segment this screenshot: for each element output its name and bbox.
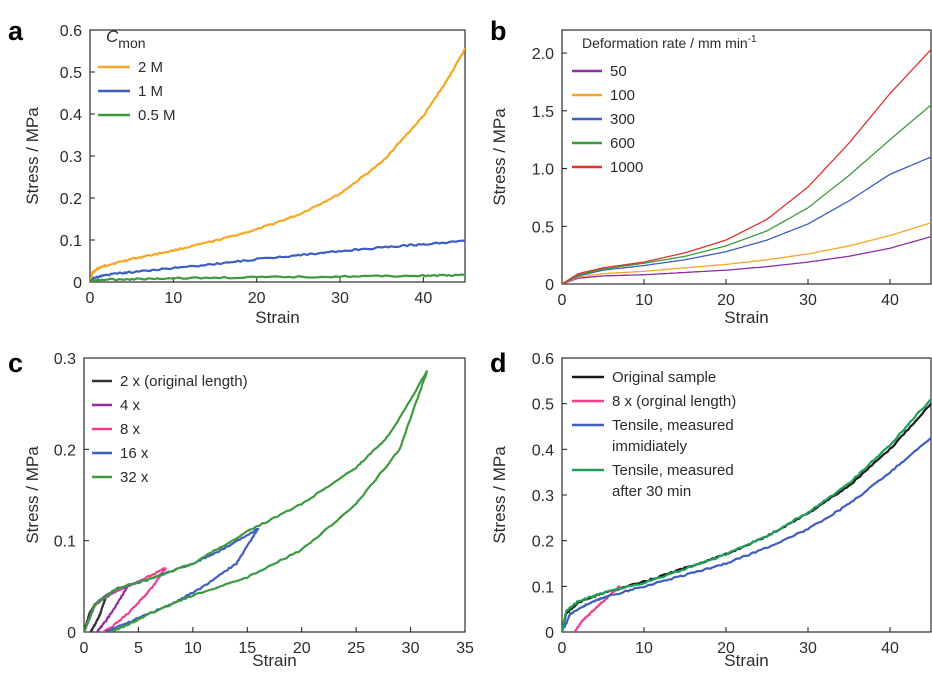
x-axis-label: Strain (252, 651, 296, 670)
x-axis-label: Strain (724, 651, 768, 670)
y-tick-label: 0.5 (60, 65, 82, 82)
y-tick-label: 1.5 (532, 104, 554, 121)
legend-entry: Tensile, measured (612, 462, 734, 479)
legend-entry: Original sample (612, 369, 716, 386)
y-tick-label: 0.4 (60, 107, 82, 124)
y-tick-label: 0.2 (54, 442, 76, 459)
legend-entry: after 30 min (612, 483, 691, 500)
legend-title: Cmon (106, 27, 146, 51)
y-tick-label: 0 (545, 277, 554, 294)
y-tick-label: 0.5 (532, 397, 554, 414)
x-tick-label: 30 (799, 640, 817, 657)
y-axis-label: Stress / MPa (23, 107, 42, 205)
panel-label-a: a (8, 16, 24, 46)
x-tick-label: 0 (558, 640, 567, 657)
legend-entry: 100 (610, 87, 635, 104)
y-tick-label: 0.2 (60, 191, 82, 208)
y-tick-label: 0 (67, 625, 76, 642)
y-tick-label: 0.3 (54, 351, 76, 368)
x-tick-label: 0 (86, 290, 95, 307)
series-line-tensile-measured-after-30-min (562, 398, 931, 632)
panel-c: 0 5 10 15 20 25 30 35 0 0.1 0.2 0.3 Strain Stress / M… (23, 351, 474, 670)
y-tick-label: 0.3 (532, 488, 554, 505)
x-tick-label: 0 (558, 292, 567, 309)
x-tick-label: 10 (184, 640, 202, 657)
legend-entry: 0.5 M (138, 107, 176, 124)
y-tick-label: 0.4 (532, 442, 554, 459)
legend-title: Deformation rate / mm min-1 (582, 34, 757, 51)
y-tick-label: 0.1 (60, 233, 82, 250)
legend-entry: 8 x (120, 421, 141, 438)
legend-entry: 4 x (120, 397, 141, 414)
panel-d: 0 10 20 30 40 0 0.1 0.2 0.3 0.4 0.5 0.6 Strain Stress… (490, 351, 932, 670)
x-tick-label: 10 (635, 292, 653, 309)
legend-title-sup: -1 (748, 34, 757, 45)
y-tick-label: 0.1 (54, 534, 76, 551)
legend-entry: 32 x (120, 469, 149, 486)
series-line-1-m (90, 239, 465, 282)
y-tick-label: 0.1 (532, 579, 554, 596)
y-tick-label: 2.0 (532, 46, 554, 63)
legend-entry: Tensile, measured (612, 417, 734, 434)
legend-entry: 2 x (original length) (120, 373, 248, 390)
series-line-1000 (562, 48, 931, 284)
x-tick-label: 35 (456, 640, 474, 657)
x-tick-label: 30 (331, 290, 349, 307)
x-tick-label: 15 (238, 640, 256, 657)
x-tick-label: 0 (80, 640, 89, 657)
series-line-300 (562, 156, 931, 284)
y-axis-label: Stress / MPa (23, 446, 42, 544)
y-axis-label: Stress / MPa (490, 446, 509, 544)
x-tick-label: 20 (717, 292, 735, 309)
x-tick-label: 10 (164, 290, 182, 307)
x-tick-label: 40 (881, 292, 899, 309)
series-line-100 (562, 222, 931, 284)
x-tick-label: 25 (347, 640, 365, 657)
series-line-600 (562, 104, 931, 284)
series-line-50 (562, 236, 931, 284)
y-axis-label: Stress / MPa (490, 108, 509, 206)
panel-a: 0 10 20 30 40 0 0.1 0.2 0.3 0.4 0.5 0.6 Strain Stress… (23, 23, 466, 327)
x-tick-label: 30 (402, 640, 420, 657)
y-tick-label: 0.5 (532, 219, 554, 236)
y-tick-label: 0.6 (532, 351, 554, 368)
legend-title-sub: mon (118, 35, 145, 51)
legend-entry: 1000 (610, 159, 643, 176)
series-line-tensile-measured-immidiately (563, 436, 931, 629)
x-tick-label: 20 (293, 640, 311, 657)
legend-entry: 50 (610, 63, 627, 80)
x-tick-label: 30 (799, 292, 817, 309)
panel-label-d: d (490, 348, 507, 378)
series-line-2-m (90, 47, 465, 282)
legend-entry: 8 x (orginal length) (612, 393, 736, 410)
y-tick-label: 0 (545, 625, 554, 642)
legend-entry: 300 (610, 111, 635, 128)
x-tick-label: 20 (717, 640, 735, 657)
series-line-0-5-m (90, 273, 465, 282)
y-tick-label: 0 (73, 275, 82, 292)
panel-label-c: c (8, 348, 23, 378)
x-tick-label: 40 (881, 640, 899, 657)
legend-entry: 600 (610, 135, 635, 152)
legend-entry: 16 x (120, 445, 149, 462)
x-tick-label: 40 (414, 290, 432, 307)
x-tick-label: 10 (635, 640, 653, 657)
panel-b: 0 10 20 30 40 0 0.5 1.0 1.5 2.0 Strain Stress / MPa… (490, 29, 932, 327)
y-tick-label: 0.2 (532, 534, 554, 551)
x-tick-label: 20 (248, 290, 266, 307)
plot-frame (83, 357, 466, 633)
x-axis-label: Strain (724, 308, 768, 327)
legend-entry: 1 M (138, 83, 163, 100)
legend-entry: 2 M (138, 59, 163, 76)
panel-label-b: b (490, 16, 507, 46)
x-tick-label: 5 (134, 640, 143, 657)
legend-entry: immidiately (612, 438, 688, 455)
y-tick-label: 0.3 (60, 149, 82, 166)
y-tick-label: 0.6 (60, 23, 82, 40)
x-axis-label: Strain (255, 308, 299, 327)
series-line-8-x-orginal-length- (573, 585, 621, 632)
y-tick-label: 1.0 (532, 162, 554, 179)
series-line-32-x (84, 370, 428, 632)
